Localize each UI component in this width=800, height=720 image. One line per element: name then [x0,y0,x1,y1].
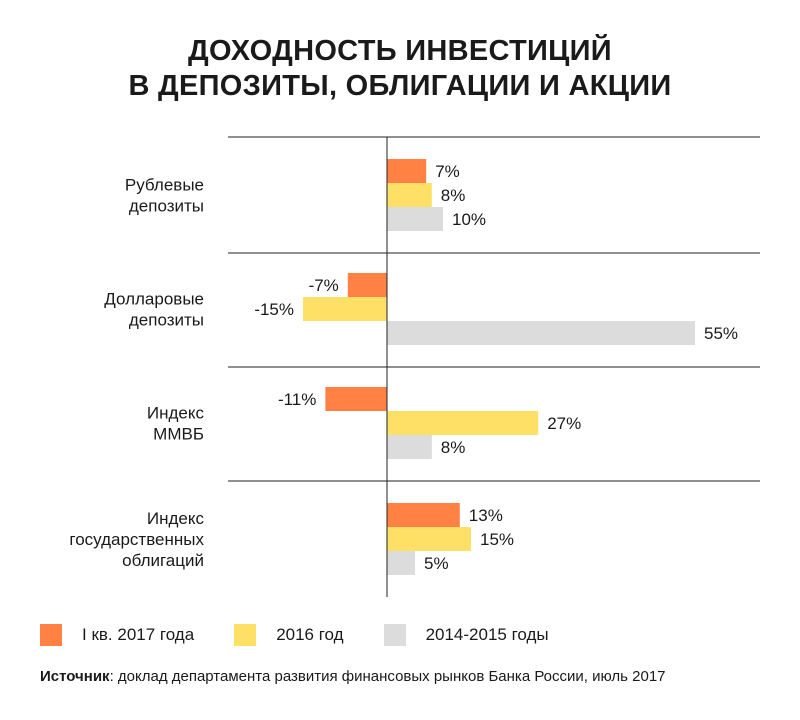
legend-item-2014-2015: 2014-2015 годы [383,624,549,646]
chart-title-line-2: В ДЕПОЗИТЫ, ОБЛИГАЦИИ И АКЦИИ [128,70,672,102]
bar-4-series-2 [387,527,471,551]
category-label-1: Рублевые депозиты [125,176,204,216]
bar-3-series-1 [325,387,387,411]
bar-2-series-1 [347,273,387,297]
legend-label-2014-2015: 2014-2015 годы [425,625,549,644]
value-label-2-series-3: 55% [704,324,738,343]
legend-item-q1-2017: I кв. 2017 года [40,624,194,646]
category-label-4-line-1: Индекс [147,509,205,528]
bar-2-series-3 [387,321,695,345]
legend-swatch-2016 [234,624,257,646]
value-label-4-series-3: 5% [424,554,449,573]
value-label-4-series-1: 13% [469,506,503,525]
bar-1-series-3 [387,207,443,231]
chart-title: ДОХОДНОСТЬ ИНВЕСТИЦИЙ В ДЕПОЗИТЫ, ОБЛИГА… [0,34,800,104]
source-text: : доклад департамента развития финансовы… [109,668,666,685]
legend: I кв. 2017 года 2016 год 2014-2015 годы [40,620,589,650]
bar-1-series-2 [387,183,432,207]
category-label-2-line-2: депозиты [129,311,204,330]
category-label-4: Индекс государственных облигаций [69,509,204,570]
legend-item-2016: 2016 год [234,624,344,646]
legend-swatch-2014-2015 [383,624,406,646]
value-label-2-series-2: -15% [254,300,294,319]
source-note: Источник: доклад департамента развития ф… [40,668,666,685]
legend-label-q1-2017: I кв. 2017 года [82,625,195,644]
legend-swatch-q1-2017 [40,624,62,646]
category-label-1-line-2: депозиты [129,197,204,216]
bar-chart: 7% 8% 10% Рублевые депозиты -7% -15% 55% Долларо… [69,136,760,597]
value-label-1-series-2: 8% [441,186,466,205]
value-label-4-series-2: 15% [480,530,514,549]
bar-4-series-1 [387,503,460,527]
bar-2-series-2 [303,297,387,321]
category-label-2: Долларовые депозиты [104,290,204,330]
value-label-1-series-3: 10% [452,210,486,229]
bar-3-series-2 [387,411,539,435]
source-label: Источник [40,668,110,685]
legend-label-2016: 2016 год [276,625,344,644]
bar-3-series-3 [387,435,432,459]
value-label-2-series-1: -7% [309,276,339,295]
category-label-3: Индекс ММВБ [147,404,205,444]
chart-title-line-1: ДОХОДНОСТЬ ИНВЕСТИЦИЙ [188,35,612,67]
value-label-1-series-1: 7% [435,162,460,181]
category-label-3-line-1: Индекс [147,404,205,423]
category-label-1-line-1: Рублевые [125,176,204,195]
bar-4-series-3 [387,551,415,575]
category-label-3-line-2: ММВБ [153,425,204,444]
value-label-3-series-1: -11% [278,390,316,409]
value-label-3-series-3: 8% [441,438,466,457]
category-label-4-line-3: облигаций [122,551,204,570]
bar-1-series-1 [387,159,427,183]
category-label-2-line-1: Долларовые [104,290,204,309]
value-label-3-series-2: 27% [547,414,581,433]
category-label-4-line-2: государственных [69,530,204,549]
